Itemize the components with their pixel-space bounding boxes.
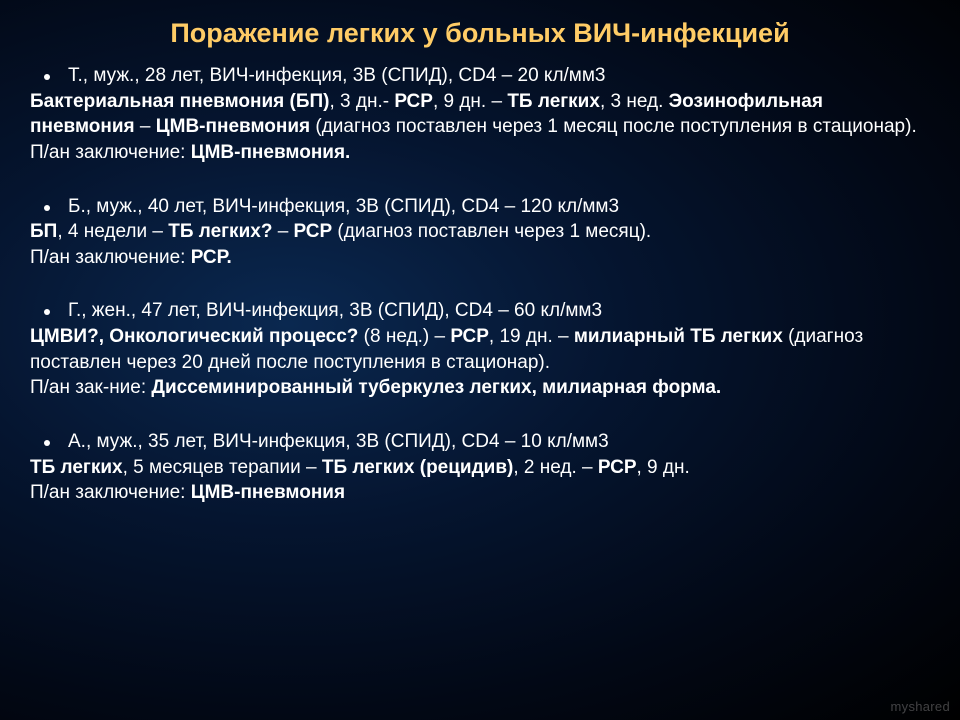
case-block: А., муж., 35 лет, ВИЧ-инфекция, 3В (СПИД…: [30, 429, 930, 506]
case-summary: Б., муж., 40 лет, ВИЧ-инфекция, 3В (СПИД…: [68, 194, 930, 220]
case-detail: БП, 4 недели – ТБ легких? – РСР (диагноз…: [30, 219, 930, 270]
bullet-icon: [44, 74, 50, 80]
bullet-icon: [44, 205, 50, 211]
case-detail: ТБ легких, 5 месяцев терапии – ТБ легких…: [30, 455, 930, 506]
bullet-icon: [44, 440, 50, 446]
watermark: myshared: [891, 699, 950, 714]
case-block: Т., муж., 28 лет, ВИЧ-инфекция, 3В (СПИД…: [30, 63, 930, 166]
case-block: Г., жен., 47 лет, ВИЧ-инфекция, 3В (СПИД…: [30, 298, 930, 401]
case-block: Б., муж., 40 лет, ВИЧ-инфекция, 3В (СПИД…: [30, 194, 930, 271]
case-detail: ЦМВИ?, Онкологический процесс? (8 нед.) …: [30, 324, 930, 401]
case-detail: Бактериальная пневмония (БП), 3 дн.- РСР…: [30, 89, 930, 166]
case-summary: А., муж., 35 лет, ВИЧ-инфекция, 3В (СПИД…: [68, 429, 930, 455]
slide-title: Поражение легких у больных ВИЧ-инфекцией: [30, 18, 930, 49]
case-summary: Г., жен., 47 лет, ВИЧ-инфекция, 3В (СПИД…: [68, 298, 930, 324]
bullet-icon: [44, 309, 50, 315]
case-summary: Т., муж., 28 лет, ВИЧ-инфекция, 3В (СПИД…: [68, 63, 930, 89]
